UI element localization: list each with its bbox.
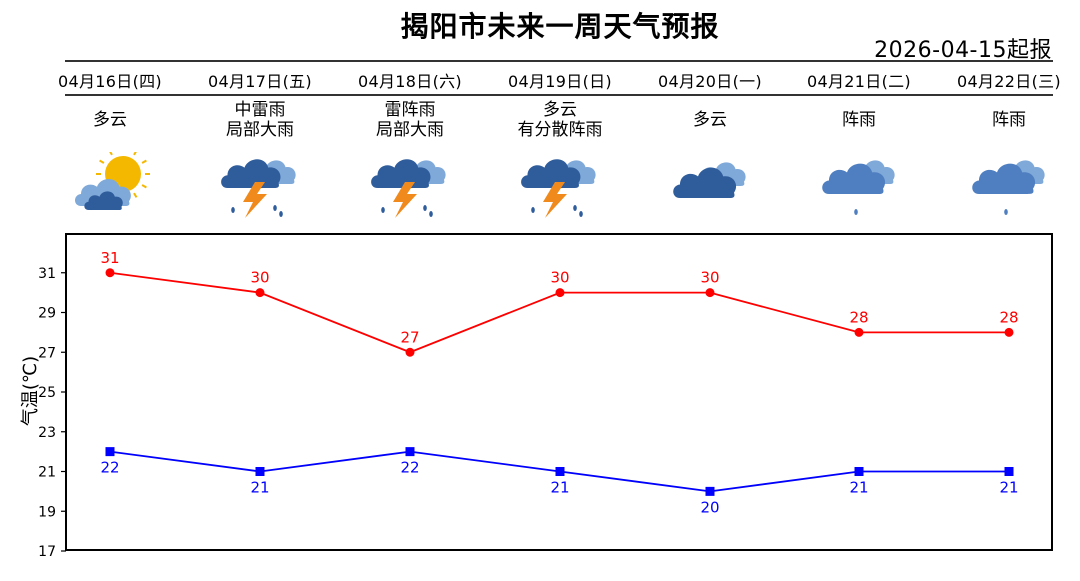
high-temp-point: [105, 268, 115, 278]
weather-text: 多云: [543, 100, 577, 120]
high-temp-label: 30: [550, 269, 569, 287]
thunderstorm-icon: [335, 152, 485, 228]
thunderstorm-icon: [485, 152, 635, 228]
low-temp-label: 21: [550, 479, 569, 497]
weather-text: 局部大雨: [226, 120, 294, 140]
low-temp-point: [105, 447, 115, 457]
y-tick-label: 25: [38, 385, 56, 401]
page-title: 揭阳市未来一周天气预报: [400, 10, 720, 43]
cloudy-icon: [635, 152, 785, 228]
low-temp-label: 21: [250, 479, 269, 497]
high-temp-label: 28: [849, 308, 868, 326]
low-temp-label: 22: [400, 459, 419, 477]
day-date: 04月22日(三): [957, 72, 1061, 91]
weather-text: 局部大雨: [376, 120, 444, 140]
date-divider: [65, 94, 1053, 96]
day-weather: 阵雨: [784, 110, 934, 130]
high-temp-point: [255, 288, 265, 298]
low-temp-label: 21: [849, 479, 868, 497]
low-temp-label: 21: [999, 479, 1018, 497]
y-tick-label: 21: [38, 465, 56, 481]
high-temp-point: [405, 347, 415, 357]
top-divider: [65, 60, 1053, 62]
day-weather: 雷阵雨 局部大雨: [335, 100, 485, 140]
weather-text: 有分散阵雨: [517, 120, 603, 140]
day-date: 04月21日(二): [807, 72, 911, 91]
y-tick-label: 19: [38, 504, 56, 520]
day-weather: 多云 有分散阵雨: [485, 100, 635, 140]
low-temp-point: [854, 467, 864, 476]
high-temp-point: [1004, 327, 1014, 337]
forecast-days: 04月16日(四) 多云 04月17日(五) 中雷雨 局部大雨 04月18日(六) 雷阵雨局…: [0, 0, 1080, 230]
low-temp-point: [1004, 467, 1014, 476]
y-axis-label: 气温(℃): [20, 356, 41, 426]
low-temp-label: 22: [100, 459, 119, 477]
weather-text: 多云: [693, 110, 727, 130]
low-temp-point: [705, 486, 715, 496]
high-temp-label: 30: [700, 269, 719, 287]
high-temp-point: [705, 288, 715, 298]
issue-date: 2026-04-15起报: [874, 38, 1052, 63]
day-weather: 多云: [635, 110, 785, 130]
day-date: 04月20日(一): [658, 72, 762, 91]
high-temp-point: [555, 288, 565, 298]
high-temp-point: [854, 327, 864, 337]
y-tick-label: 17: [38, 544, 56, 560]
thunderstorm-icon: [185, 152, 335, 228]
day-date: 04月19日(日): [508, 72, 612, 91]
high-temp-label: 30: [250, 269, 269, 287]
day-date: 04月18日(六): [358, 72, 462, 91]
day-weather: 多云: [35, 110, 185, 130]
low-temp-point: [255, 467, 265, 476]
high-temp-label: 27: [400, 328, 419, 346]
high-temp-label: 31: [100, 249, 119, 267]
weather-text: 阵雨: [992, 110, 1026, 130]
y-tick-label: 27: [38, 345, 56, 361]
weather-text: 阵雨: [842, 110, 876, 130]
y-tick-label: 23: [38, 425, 56, 441]
day-weather: 阵雨: [934, 110, 1080, 130]
low-temp-point: [405, 447, 415, 457]
weather-text: 雷阵雨: [384, 100, 436, 120]
weather-text: 多云: [93, 110, 127, 130]
low-temp-point: [555, 467, 565, 476]
low-temp-label: 20: [700, 498, 719, 516]
day-weather: 中雷雨 局部大雨: [185, 100, 335, 140]
partly-cloudy-sun-icon: [35, 152, 185, 228]
shower-icon: [784, 152, 934, 228]
shower-icon: [934, 152, 1080, 228]
high-temp-label: 28: [999, 308, 1018, 326]
day-date: 04月16日(四): [58, 72, 162, 91]
y-tick-label: 31: [38, 266, 56, 282]
weather-text: 中雷雨: [234, 100, 286, 120]
y-tick-label: 29: [38, 306, 56, 322]
day-date: 04月17日(五): [208, 72, 312, 91]
